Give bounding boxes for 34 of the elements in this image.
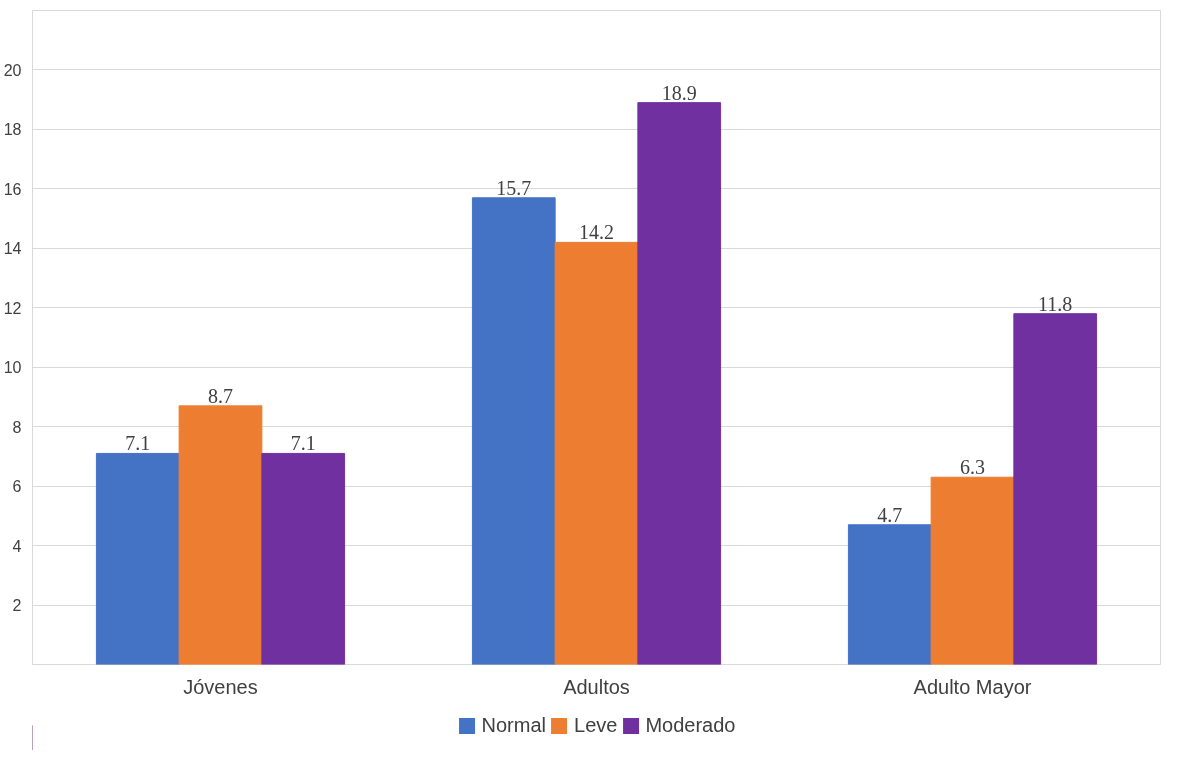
bar xyxy=(930,476,1015,665)
bar xyxy=(554,241,639,665)
bar xyxy=(95,452,180,665)
y-tick-label: 8 xyxy=(12,418,22,436)
x-tick-label: Jóvenes xyxy=(183,675,258,698)
data-label: 18.9 xyxy=(661,81,697,104)
y-tick-label: 2 xyxy=(12,597,22,615)
y-tick-label: 14 xyxy=(3,240,22,258)
bar xyxy=(847,524,932,665)
y-tick-label: 20 xyxy=(3,61,22,79)
legend-label: Normal xyxy=(481,713,547,737)
x-tick-label: Adulto Mayor xyxy=(913,675,1032,698)
data-label: 8.7 xyxy=(208,384,233,407)
data-label: 14.2 xyxy=(579,221,614,244)
data-label: 6.3 xyxy=(960,456,985,479)
y-tick-label: 18 xyxy=(3,121,22,139)
legend-label: Leve xyxy=(574,713,618,737)
bar xyxy=(1013,313,1098,665)
y-tick-label: 10 xyxy=(3,359,22,377)
y-tick-label: 12 xyxy=(3,299,22,317)
y-tick-label: 16 xyxy=(3,180,22,198)
bar xyxy=(471,197,556,665)
data-label: 11.8 xyxy=(1038,292,1073,315)
data-label: 15.7 xyxy=(496,176,532,199)
bar xyxy=(261,452,346,665)
bar xyxy=(178,405,263,665)
data-label: 7.1 xyxy=(125,432,151,455)
data-label: 7.1 xyxy=(290,432,316,455)
y-tick-label: 4 xyxy=(12,537,22,555)
legend-label: Moderado xyxy=(645,713,736,737)
y-tick-label: 6 xyxy=(12,478,22,496)
x-tick-label: Adultos xyxy=(563,675,630,698)
data-label: 4.7 xyxy=(877,503,903,526)
bar xyxy=(637,102,722,665)
